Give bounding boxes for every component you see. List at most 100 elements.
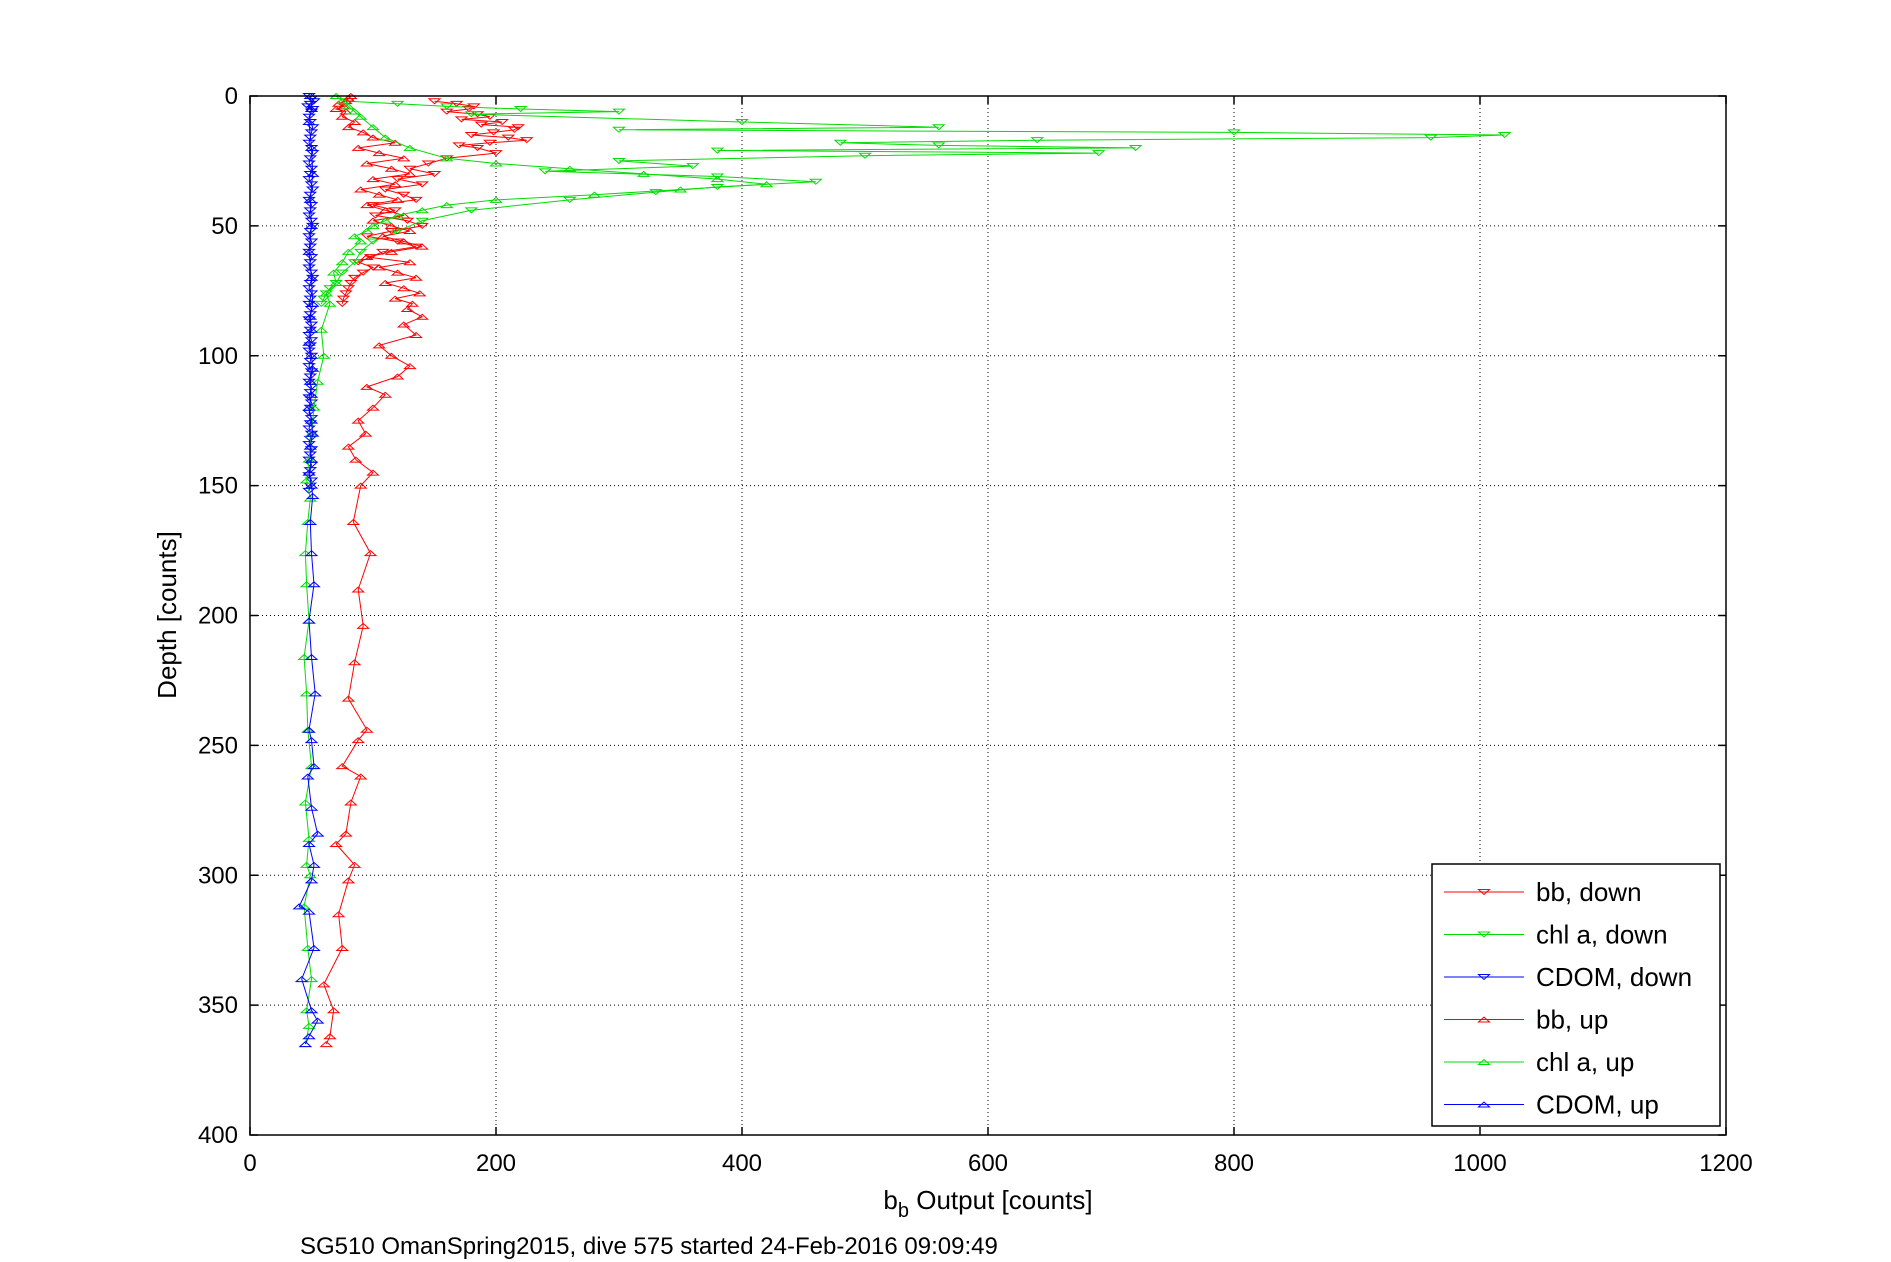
data-point [462, 106, 476, 113]
data-point [495, 119, 509, 126]
data-point [302, 617, 316, 624]
data-point [304, 877, 319, 884]
data-point [305, 222, 320, 230]
y-tick-label: 350 [198, 992, 238, 1019]
data-point [341, 443, 356, 450]
data-point [415, 243, 430, 250]
data-point [403, 165, 417, 172]
data-point [303, 313, 318, 320]
data-point [347, 274, 362, 281]
y-tick-label: 0 [225, 83, 238, 110]
series-line-bb-up [323, 95, 424, 1045]
legend: bb, down chl a, down CDOM, down bb, up chl a… [1431, 863, 1721, 1127]
data-point [310, 1017, 325, 1024]
data-point [303, 373, 318, 380]
data-point [464, 207, 479, 214]
legend-label: chl a, up [1536, 1047, 1634, 1077]
series-line-chl-a-up [303, 95, 767, 1045]
data-point [303, 196, 318, 203]
data-point [310, 830, 325, 837]
data-point [302, 248, 316, 255]
data-point [400, 305, 415, 312]
data-point [1030, 137, 1045, 144]
data-point [396, 285, 411, 292]
data-point [378, 207, 393, 214]
data-point [396, 321, 411, 328]
data-point [298, 1040, 313, 1048]
data-point [299, 581, 314, 588]
data-point [303, 518, 318, 525]
data-point [299, 861, 314, 868]
legend-marker [1477, 889, 1491, 896]
data-point [358, 430, 373, 437]
legend-label: CDOM, down [1536, 962, 1692, 992]
data-point [302, 840, 316, 848]
y-tick-label: 50 [211, 213, 238, 240]
data-point [302, 339, 316, 346]
data-point [302, 469, 316, 476]
data-point [513, 106, 528, 113]
data-point [341, 103, 356, 110]
data-point [302, 363, 316, 370]
x-axis-title-subscript: b [898, 1200, 909, 1222]
data-point [308, 690, 322, 697]
series-bb-up [316, 92, 430, 1048]
data-point [319, 1040, 334, 1048]
data-point [304, 976, 319, 983]
data-point [351, 144, 366, 151]
data-point [302, 378, 316, 385]
data-point [305, 492, 320, 499]
data-point [372, 264, 386, 271]
data-point [360, 201, 374, 209]
legend-entry: bb, down [1444, 877, 1642, 907]
data-point [372, 191, 386, 198]
data-point [303, 451, 318, 458]
data-point [759, 181, 774, 188]
y-tick-label: 300 [198, 862, 238, 889]
data-point [587, 191, 602, 198]
data-point [1227, 129, 1241, 136]
series-chl-a-down [314, 98, 1512, 307]
legend-entry: bb, up [1444, 1005, 1608, 1035]
data-point [307, 763, 321, 770]
data-point [396, 191, 411, 198]
data-point [612, 157, 626, 165]
data-point [302, 300, 316, 307]
data-point [341, 877, 356, 884]
data-point [735, 119, 749, 126]
y-tick-label: 400 [198, 1122, 238, 1149]
data-point [305, 186, 320, 193]
data-point [649, 189, 663, 196]
data-point [931, 142, 946, 149]
data-point [376, 248, 390, 255]
data-point [439, 201, 454, 209]
data-point [304, 222, 319, 229]
data-point [415, 207, 430, 214]
data-point [356, 269, 370, 276]
data-point [366, 238, 380, 245]
y-tick-label: 200 [198, 603, 238, 630]
x-tick-label: 800 [1214, 1150, 1254, 1177]
data-point [489, 160, 503, 167]
data-point [415, 313, 430, 320]
data-point [303, 311, 318, 318]
data-point [710, 175, 725, 183]
data-point [538, 168, 553, 175]
legend-entry: chl a, down [1444, 920, 1668, 950]
data-point [303, 191, 318, 198]
data-point [302, 212, 316, 219]
data-point [339, 108, 353, 115]
data-point [1497, 131, 1512, 139]
x-axis-title: bb Output [counts] [883, 1185, 1092, 1222]
data-point [366, 404, 380, 411]
data-point [348, 456, 363, 463]
data-point [302, 233, 316, 240]
data-point [329, 279, 343, 286]
data-point [439, 155, 454, 162]
data-point [405, 300, 420, 307]
data-point [302, 1022, 316, 1029]
data-point [388, 207, 402, 214]
data-point [326, 269, 341, 276]
data-point [335, 763, 350, 770]
